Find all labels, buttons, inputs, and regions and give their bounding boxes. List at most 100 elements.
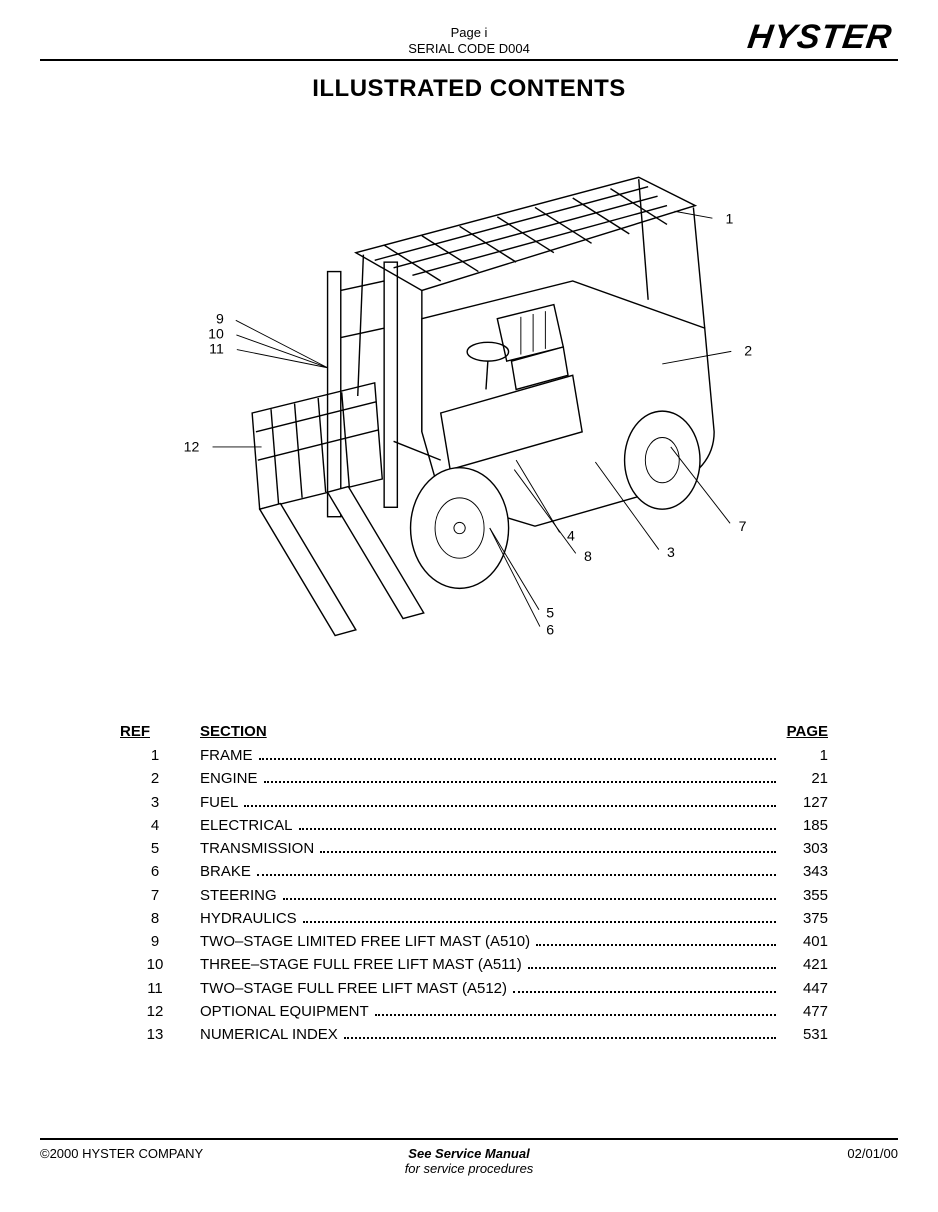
contents-row: 4ELECTRICAL 185: [110, 814, 828, 837]
contents-row: 6BRAKE 343: [110, 860, 828, 883]
contents-table: REF SECTION PAGE 1FRAME12ENGINE 213FUEL12…: [110, 723, 828, 1046]
page-number-label: Page i: [326, 25, 612, 41]
contents-section: ELECTRICAL: [200, 814, 778, 837]
header-center: Page i SERIAL CODE D004: [326, 25, 612, 58]
leader-dots: [320, 840, 776, 853]
contents-row: 12OPTIONAL EQUIPMENT 477: [110, 1000, 828, 1023]
contents-ref: 2: [110, 767, 200, 790]
col-header-section: SECTION: [200, 723, 768, 740]
contents-page: 531: [778, 1023, 828, 1046]
diagram-callout-1: 1: [725, 210, 733, 226]
contents-row: 7STEERING 355: [110, 884, 828, 907]
contents-page: 343: [778, 860, 828, 883]
diagram-callout-8: 8: [584, 548, 592, 564]
contents-page: 421: [778, 953, 828, 976]
page-title: ILLUSTRATED CONTENTS: [40, 75, 898, 103]
contents-section-label: ELECTRICAL: [200, 814, 297, 837]
contents-ref: 10: [110, 953, 200, 976]
contents-ref: 13: [110, 1023, 200, 1046]
contents-header-row: REF SECTION PAGE: [110, 723, 828, 740]
leader-dots: [264, 771, 776, 784]
contents-row: 5TRANSMISSION 303: [110, 837, 828, 860]
contents-section: THREE–STAGE FULL FREE LIFT MAST (A511): [200, 953, 778, 976]
contents-section: NUMERICAL INDEX: [200, 1023, 778, 1046]
col-header-page: PAGE: [768, 723, 828, 740]
forklift-diagram: 123456789101112: [139, 133, 799, 693]
leader-dots: [513, 980, 776, 993]
contents-ref: 6: [110, 860, 200, 883]
contents-section: STEERING: [200, 884, 778, 907]
contents-ref: 5: [110, 837, 200, 860]
contents-row: 10THREE–STAGE FULL FREE LIFT MAST (A511)…: [110, 953, 828, 976]
contents-section: FRAME: [200, 744, 778, 767]
serial-code-label: SERIAL CODE D004: [326, 41, 612, 57]
leader-dots: [536, 933, 776, 946]
contents-row: 1FRAME1: [110, 744, 828, 767]
contents-ref: 8: [110, 907, 200, 930]
diagram-callout-3: 3: [667, 544, 675, 560]
contents-page: 401: [778, 930, 828, 953]
contents-page: 447: [778, 977, 828, 1000]
contents-section: FUEL: [200, 791, 778, 814]
contents-section: OPTIONAL EQUIPMENT: [200, 1000, 778, 1023]
leader-dots: [528, 957, 776, 970]
contents-ref: 11: [110, 977, 200, 1000]
contents-row: 3FUEL127: [110, 791, 828, 814]
diagram-callout-5: 5: [546, 605, 554, 621]
contents-page: 355: [778, 884, 828, 907]
contents-section-label: FRAME: [200, 744, 257, 767]
contents-row: 9TWO–STAGE LIMITED FREE LIFT MAST (A510)…: [110, 930, 828, 953]
diagram-callout-9: 9: [216, 310, 224, 326]
contents-section-label: OPTIONAL EQUIPMENT: [200, 1000, 373, 1023]
contents-section-label: STEERING: [200, 884, 281, 907]
contents-section-label: NUMERICAL INDEX: [200, 1023, 342, 1046]
leader-dots: [344, 1026, 776, 1039]
diagram-callout-2: 2: [744, 342, 752, 358]
contents-section-label: TRANSMISSION: [200, 837, 318, 860]
header-right: HYSTER: [612, 18, 898, 57]
contents-ref: 4: [110, 814, 200, 837]
leader-dots: [299, 817, 776, 830]
page-footer: ©2000 HYSTER COMPANY See Service Manual …: [40, 1138, 898, 1176]
contents-row: 8HYDRAULICS 375: [110, 907, 828, 930]
footer-date: 02/01/00: [612, 1146, 898, 1176]
forklift-diagram-container: 123456789101112: [40, 133, 898, 693]
contents-page: 185: [778, 814, 828, 837]
contents-section-label: THREE–STAGE FULL FREE LIFT MAST (A511): [200, 953, 526, 976]
contents-section: TWO–STAGE FULL FREE LIFT MAST (A512): [200, 977, 778, 1000]
leader-dots: [303, 910, 776, 923]
contents-section-label: TWO–STAGE FULL FREE LIFT MAST (A512): [200, 977, 511, 1000]
footer-copyright: ©2000 HYSTER COMPANY: [40, 1146, 326, 1176]
contents-row: 11TWO–STAGE FULL FREE LIFT MAST (A512) 44…: [110, 977, 828, 1000]
footer-service-line2: for service procedures: [405, 1161, 534, 1176]
contents-section-label: TWO–STAGE LIMITED FREE LIFT MAST (A510): [200, 930, 534, 953]
diagram-callout-6: 6: [546, 622, 554, 638]
contents-section: BRAKE: [200, 860, 778, 883]
contents-section: TWO–STAGE LIMITED FREE LIFT MAST (A510): [200, 930, 778, 953]
diagram-callout-4: 4: [567, 527, 575, 543]
contents-row: 13NUMERICAL INDEX 531: [110, 1023, 828, 1046]
col-header-ref: REF: [110, 723, 200, 740]
contents-row: 2ENGINE 21: [110, 767, 828, 790]
contents-section-label: HYDRAULICS: [200, 907, 301, 930]
diagram-callout-10: 10: [208, 326, 224, 342]
contents-page: 21: [778, 767, 828, 790]
diagram-callout-12: 12: [184, 439, 200, 455]
contents-page: 375: [778, 907, 828, 930]
contents-section-label: BRAKE: [200, 860, 255, 883]
contents-section: TRANSMISSION: [200, 837, 778, 860]
contents-ref: 7: [110, 884, 200, 907]
leader-dots: [259, 747, 777, 760]
leader-dots: [244, 794, 776, 807]
contents-ref: 9: [110, 930, 200, 953]
contents-page: 303: [778, 837, 828, 860]
brand-logo: HYSTER: [745, 18, 900, 57]
page-header: Page i SERIAL CODE D004 HYSTER: [40, 18, 898, 61]
contents-section: ENGINE: [200, 767, 778, 790]
contents-ref: 12: [110, 1000, 200, 1023]
contents-section-label: ENGINE: [200, 767, 262, 790]
leader-dots: [283, 887, 776, 900]
contents-section: HYDRAULICS: [200, 907, 778, 930]
contents-page: 477: [778, 1000, 828, 1023]
contents-page: 127: [778, 791, 828, 814]
